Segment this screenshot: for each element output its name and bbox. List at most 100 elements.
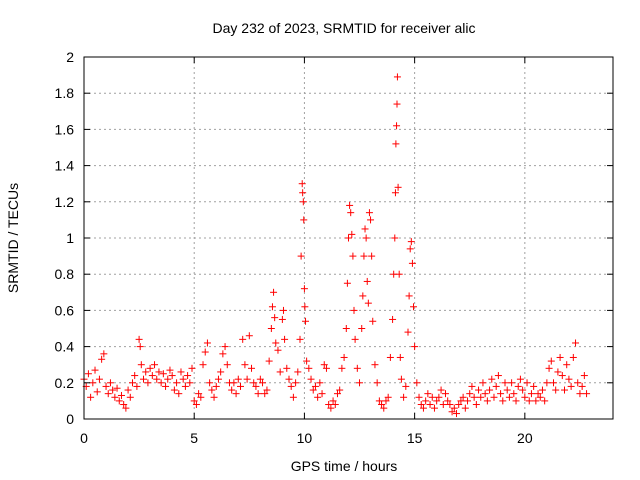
data-point [373, 379, 381, 387]
data-point [259, 379, 267, 387]
data-point [113, 384, 121, 392]
data-point [572, 339, 580, 347]
data-point [514, 382, 522, 390]
data-point [407, 238, 415, 246]
data-point [195, 390, 203, 398]
data-point [439, 401, 447, 409]
data-point [368, 252, 376, 260]
y-tick-label: 1.4 [55, 158, 75, 174]
data-point [472, 401, 480, 409]
data-point [287, 382, 295, 390]
data-point [565, 375, 573, 383]
data-point [479, 379, 487, 387]
data-point [248, 364, 256, 372]
data-point [361, 225, 369, 233]
data-point [331, 401, 339, 409]
data-point [236, 382, 244, 390]
grid-lines [84, 57, 613, 419]
x-tick-label: 0 [80, 430, 88, 446]
data-point [363, 277, 371, 285]
data-point [221, 343, 229, 351]
data-point [276, 368, 284, 376]
data-point [490, 393, 498, 401]
data-point [576, 390, 584, 398]
data-point [393, 122, 401, 130]
data-point [380, 404, 388, 412]
data-point [294, 368, 302, 376]
data-point [124, 386, 132, 394]
data-point [395, 270, 403, 278]
data-point [256, 375, 264, 383]
data-point [289, 393, 297, 401]
data-point [170, 386, 178, 394]
data-point [159, 370, 167, 378]
data-point [448, 408, 456, 416]
data-point [98, 355, 106, 363]
data-point [497, 390, 505, 398]
data-point [210, 393, 218, 401]
data-point [578, 382, 586, 390]
data-point [468, 382, 476, 390]
data-point [419, 404, 427, 412]
data-point [415, 393, 423, 401]
data-point [481, 390, 489, 398]
data-point [144, 379, 152, 387]
data-point [192, 401, 200, 409]
data-point [271, 314, 279, 322]
data-point [325, 401, 333, 409]
data-point [359, 292, 367, 300]
data-point [455, 401, 463, 409]
data-point [203, 339, 211, 347]
data-point [519, 386, 527, 394]
data-point [243, 375, 251, 383]
data-point [322, 364, 330, 372]
data-point [109, 386, 117, 394]
data-point [338, 364, 346, 372]
data-point [199, 361, 207, 369]
data-point [393, 100, 401, 108]
data-point [392, 140, 400, 148]
y-tick-label: 1.2 [55, 194, 75, 210]
data-points [80, 73, 591, 418]
data-point [239, 335, 247, 343]
data-point [333, 390, 341, 398]
data-point [547, 357, 555, 365]
data-point [84, 370, 92, 378]
data-point [441, 390, 449, 398]
data-point [100, 350, 108, 358]
y-tick-label: 1 [66, 230, 74, 246]
data-point [424, 390, 432, 398]
data-point [510, 390, 518, 398]
data-point [214, 375, 222, 383]
data-point [371, 361, 379, 369]
data-point [466, 390, 474, 398]
data-point [285, 375, 293, 383]
data-point [177, 368, 185, 376]
data-point [523, 379, 531, 387]
data-point [153, 375, 161, 383]
data-point [155, 368, 163, 376]
x-tick-label: 15 [407, 430, 423, 446]
data-point [126, 393, 134, 401]
y-tick-label: 2 [66, 49, 74, 65]
data-point [206, 379, 214, 387]
data-point [391, 189, 399, 197]
data-point [122, 404, 130, 412]
data-point [353, 364, 361, 372]
data-point [148, 372, 156, 380]
data-point [347, 209, 355, 217]
data-point [525, 397, 533, 405]
data-point [87, 393, 95, 401]
data-point [477, 393, 485, 401]
data-point [408, 259, 416, 267]
data-point [297, 252, 305, 260]
data-point [128, 379, 136, 387]
data-point [400, 393, 408, 401]
data-point [364, 299, 372, 307]
data-point [164, 375, 172, 383]
data-point [499, 397, 507, 405]
data-point [340, 353, 348, 361]
y-tick-label: 0.6 [55, 302, 75, 318]
data-point [267, 325, 275, 332]
data-point [435, 393, 443, 401]
